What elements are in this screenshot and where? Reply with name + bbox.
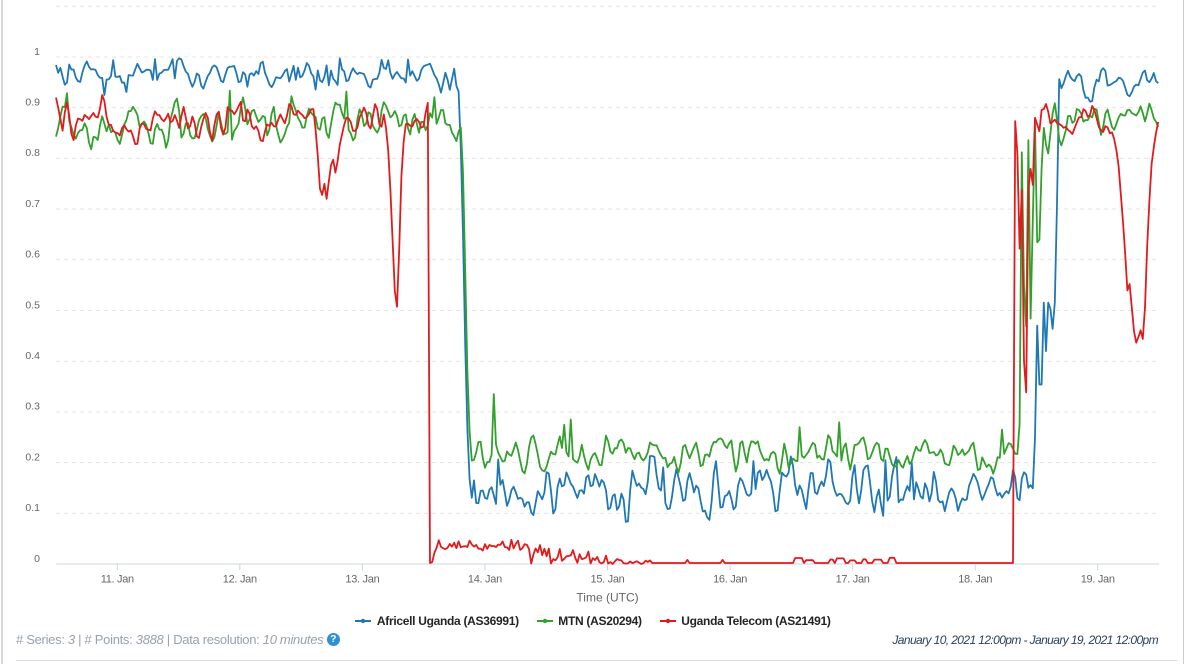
svg-text:0.3: 0.3	[25, 401, 40, 413]
svg-text:17. Jan: 17. Jan	[836, 574, 870, 586]
svg-text:11. Jan: 11. Jan	[101, 574, 134, 586]
svg-text:13. Jan: 13. Jan	[345, 574, 379, 586]
svg-text:12. Jan: 12. Jan	[223, 574, 257, 586]
svg-text:0.6: 0.6	[25, 249, 40, 261]
svg-text:18. Jan: 18. Jan	[958, 574, 992, 586]
svg-text:0: 0	[34, 553, 40, 565]
svg-text:0.5: 0.5	[25, 299, 40, 311]
svg-text:Time (UTC): Time (UTC)	[576, 591, 638, 605]
svg-text:0.4: 0.4	[25, 350, 40, 362]
svg-text:19. Jan: 19. Jan	[1081, 574, 1115, 586]
svg-text:15. Jan: 15. Jan	[591, 574, 625, 586]
svg-text:0.9: 0.9	[25, 97, 40, 109]
svg-text:0.2: 0.2	[25, 451, 40, 463]
svg-text:0.8: 0.8	[25, 147, 40, 159]
svg-text:14. Jan: 14. Jan	[468, 574, 502, 586]
svg-text:1: 1	[34, 46, 40, 58]
svg-text:0.7: 0.7	[25, 198, 40, 210]
svg-text:16. Jan: 16. Jan	[713, 574, 747, 586]
svg-text:0.1: 0.1	[25, 502, 40, 514]
